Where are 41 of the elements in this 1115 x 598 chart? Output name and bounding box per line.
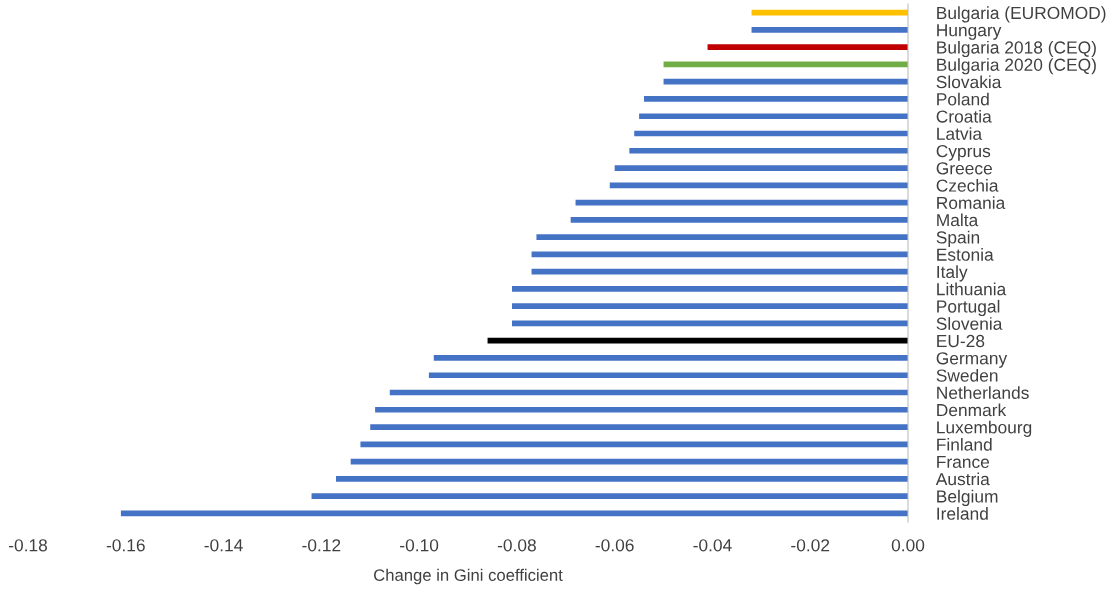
y-tick-label: Finland (937, 438, 992, 451)
x-axis-title: Change in Gini coefficient (374, 568, 563, 585)
y-tick-label: Slovenia (936, 317, 1003, 330)
y-tick-label: EU-28 (937, 334, 985, 348)
y-tick-label: Bulgaria 2018 (CEQ) (937, 40, 1096, 58)
y-tick-label: Bulgaria (EUROMOD) (937, 6, 1106, 23)
y-tick-label: Romania (937, 196, 1006, 210)
x-tick-label: -0.18 (8, 539, 48, 552)
y-tick-label: Luxembourg (937, 420, 1032, 437)
y-tick-label: Latvia (937, 127, 983, 140)
x-tick-label: -0.04 (693, 539, 732, 552)
y-tick-label: Italy (937, 265, 968, 282)
x-tick-label: -0.02 (791, 539, 830, 552)
y-tick-label: Portugal (937, 299, 1000, 317)
y-tick-label: Denmark (937, 403, 1007, 417)
y-tick-label: Lithuania (937, 282, 1007, 296)
y-tick-label: Sweden (936, 368, 998, 382)
y-tick-label: Croatia (936, 109, 992, 123)
y-tick-label: Malta (937, 213, 979, 227)
x-tick-label: -0.14 (204, 539, 243, 552)
y-tick-label: Slovakia (936, 75, 1002, 89)
x-tick-label: -0.10 (400, 539, 439, 552)
y-tick-label: Austria (935, 472, 990, 486)
y-tick-label: France (937, 455, 990, 469)
y-tick-label: Poland (937, 92, 989, 106)
x-tick-label: -0.08 (497, 539, 536, 552)
y-tick-label: Netherlands (937, 386, 1029, 399)
y-tick-label: Greece (936, 162, 992, 175)
x-tick-label: 0.00 (891, 539, 925, 552)
x-tick-label: -0.12 (302, 539, 341, 552)
y-tick-label: Belgium (937, 489, 998, 506)
x-tick-label: -0.06 (595, 539, 634, 552)
y-tick-label: Cyprus (936, 144, 991, 161)
x-tick-label: -0.16 (106, 539, 145, 552)
y-tick-label: Estonia (937, 248, 994, 261)
y-tick-label: Bulgaria 2020 (CEQ) (937, 58, 1096, 75)
y-tick-label: Germany (936, 352, 1008, 368)
y-tick-label: Hungary (937, 24, 1002, 40)
y-tick-label: Czechia (936, 179, 999, 192)
y-tick-label: Ireland (937, 507, 988, 520)
y-tick-label: Spain (936, 230, 980, 247)
